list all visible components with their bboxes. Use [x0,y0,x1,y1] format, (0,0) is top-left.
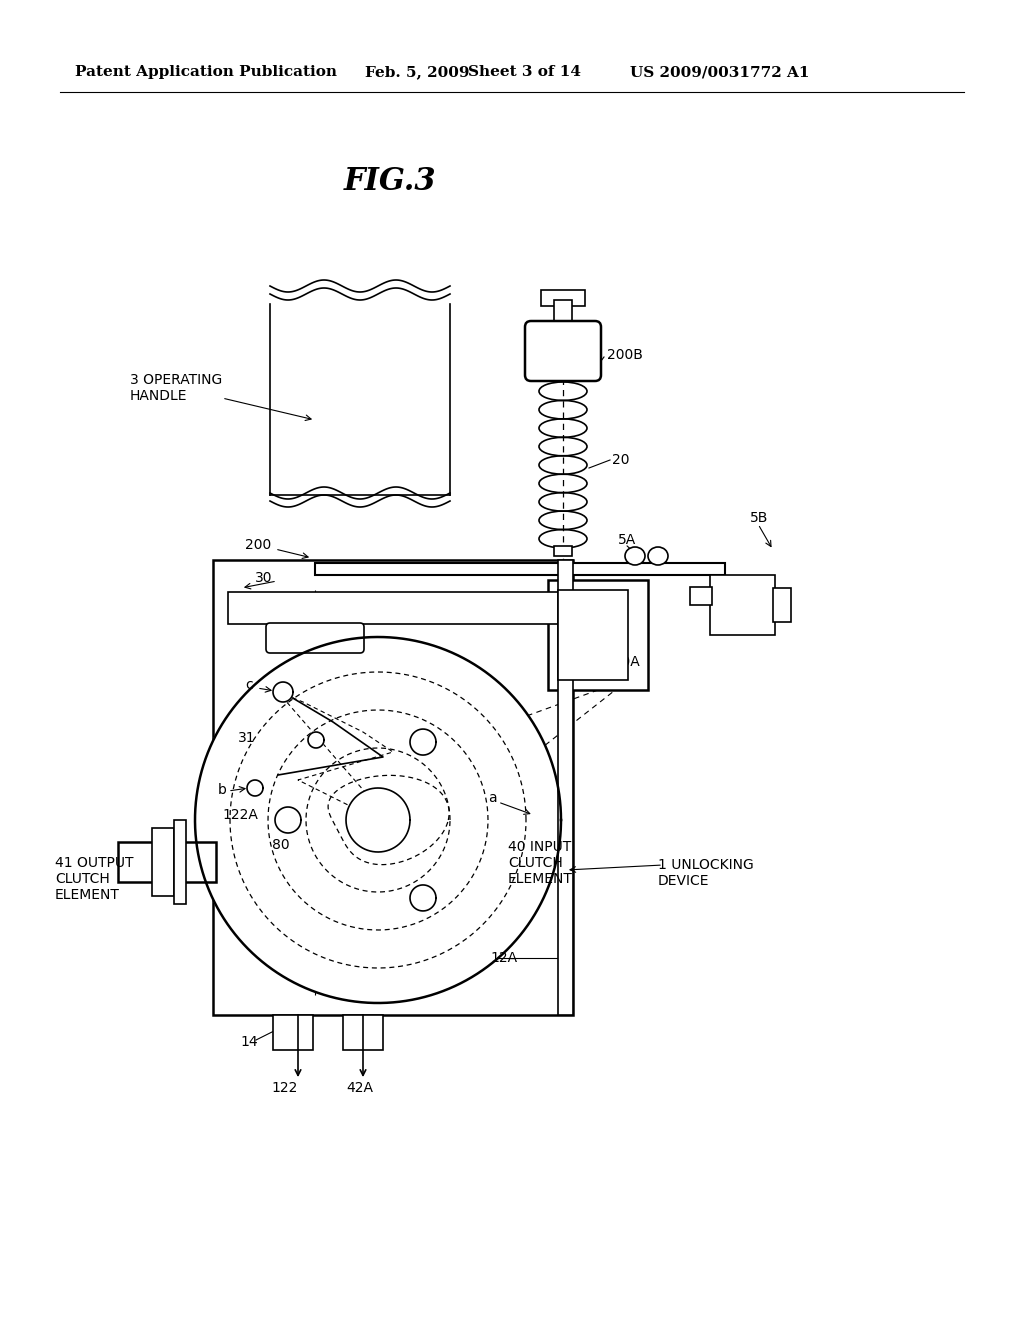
Circle shape [346,788,410,851]
Bar [152,828,174,896]
Text: 5B: 5B [750,511,768,525]
Bar [773,587,791,622]
Bar [343,1015,383,1049]
Circle shape [273,682,293,702]
Text: a: a [488,791,497,805]
Text: 40 INPUT
CLUTCH
ELEMENT: 40 INPUT CLUTCH ELEMENT [508,840,572,887]
Text: 41 OUTPUT
CLUTCH
ELEMENT: 41 OUTPUT CLUTCH ELEMENT [55,855,133,903]
Text: 1 UNLOCKING
DEVICE: 1 UNLOCKING DEVICE [658,858,754,888]
Text: 200A: 200A [604,655,640,669]
Text: c: c [245,678,253,692]
Circle shape [275,807,301,833]
Text: 30: 30 [255,572,272,585]
Ellipse shape [625,546,645,565]
Bar [118,842,216,882]
Ellipse shape [648,546,668,565]
Text: 3 OPERATING
HANDLE: 3 OPERATING HANDLE [130,372,222,403]
Text: 12A: 12A [490,950,517,965]
Bar [213,560,573,1015]
Text: FIG.3: FIG.3 [344,166,436,198]
Bar [548,579,648,690]
Bar [174,820,186,904]
Circle shape [195,638,561,1003]
Bar [710,576,775,635]
FancyBboxPatch shape [525,321,601,381]
Bar [228,591,573,624]
Text: 122: 122 [271,1081,298,1096]
Bar [690,587,712,605]
Text: 5A: 5A [618,533,636,546]
Text: 31: 31 [238,731,256,744]
Bar [558,590,628,680]
Bar [315,564,725,576]
Text: 80: 80 [272,838,290,851]
Text: 14: 14 [240,1035,258,1049]
Text: Sheet 3 of 14: Sheet 3 of 14 [468,65,581,79]
Text: b: b [218,783,227,797]
Text: 200B: 200B [607,348,643,362]
Bar [541,290,585,306]
Text: 122A: 122A [222,808,258,822]
Text: US 2009/0031772 A1: US 2009/0031772 A1 [630,65,810,79]
Text: 42A: 42A [346,1081,374,1096]
Circle shape [410,884,436,911]
Text: Feb. 5, 2009: Feb. 5, 2009 [365,65,469,79]
Circle shape [247,780,263,796]
Text: 200: 200 [245,539,271,552]
Circle shape [410,729,436,755]
FancyBboxPatch shape [266,623,364,653]
Text: Patent Application Publication: Patent Application Publication [75,65,337,79]
Circle shape [308,733,324,748]
Bar [554,546,572,556]
Bar [554,300,572,322]
Bar [558,560,573,1015]
Bar [273,1015,313,1049]
Text: 20: 20 [612,453,630,467]
